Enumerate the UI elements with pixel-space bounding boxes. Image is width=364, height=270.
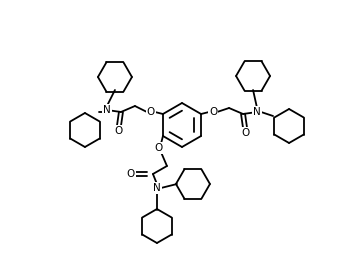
- Text: O: O: [127, 169, 135, 179]
- Text: O: O: [115, 126, 123, 136]
- Text: O: O: [147, 107, 155, 117]
- Text: O: O: [241, 128, 249, 138]
- Text: O: O: [155, 143, 163, 153]
- Text: N: N: [153, 183, 161, 193]
- Text: O: O: [209, 107, 217, 117]
- Text: N: N: [253, 107, 261, 117]
- Text: N: N: [103, 105, 111, 115]
